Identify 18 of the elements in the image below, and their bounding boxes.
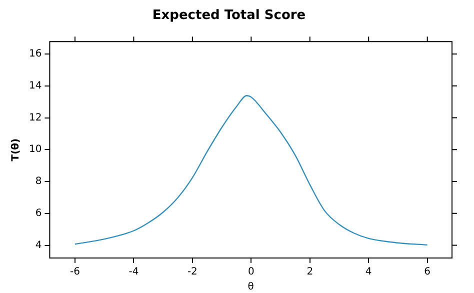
x-tick-label: 6 [424,266,431,278]
x-tick-label: -2 [187,266,198,278]
x-tick-label: 4 [365,266,372,278]
y-tick-label: 8 [35,176,42,188]
x-tick-label: 0 [248,266,254,278]
y-tick-label: 6 [35,208,42,219]
y-axis-title: T(θ) [10,138,22,162]
y-tick-label: 12 [28,112,42,124]
x-tick-label: 2 [306,266,314,278]
y-tick-label: 10 [28,144,42,156]
x-tick-label: -4 [128,266,139,278]
x-tick-label: -6 [70,266,80,278]
y-tick-label: 16 [28,48,42,60]
x-axis-title: θ [248,282,254,293]
y-tick-label: 4 [35,240,42,251]
chart-title: Expected Total Score [152,8,306,24]
y-tick-label: 14 [28,80,42,92]
line-series [74,95,428,246]
